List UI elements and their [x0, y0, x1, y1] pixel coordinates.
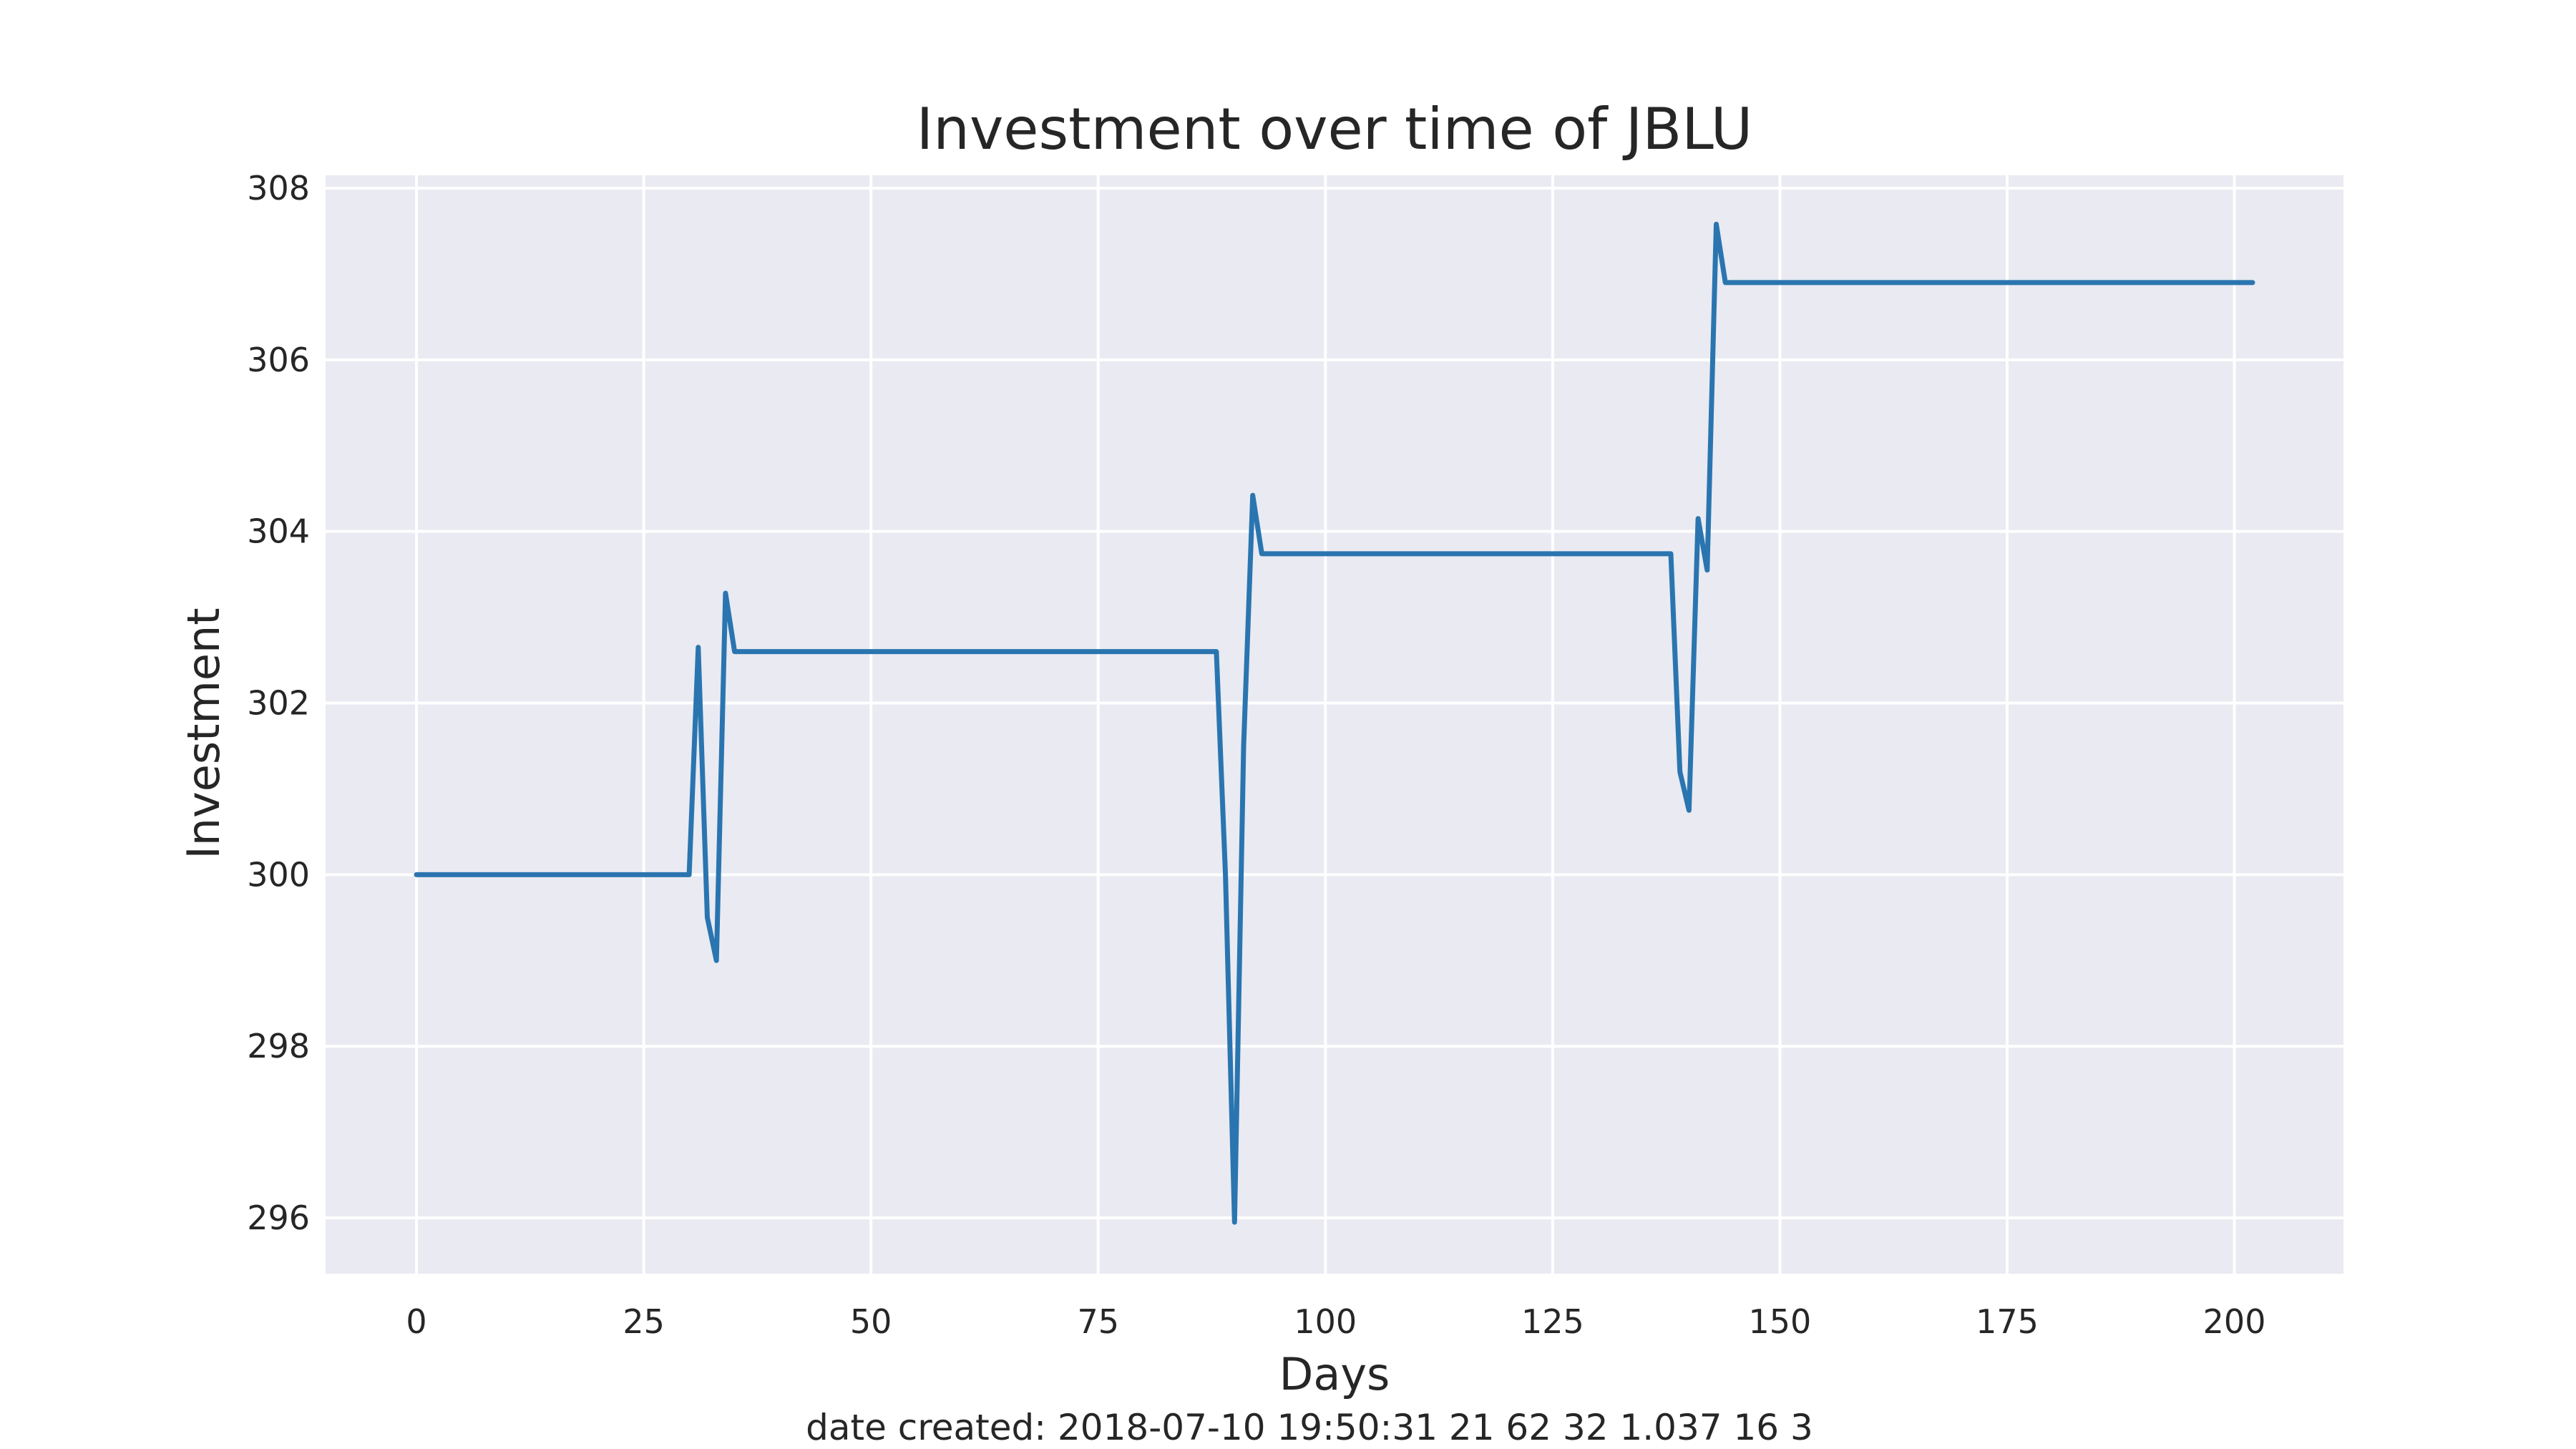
y-tick-label: 302 — [247, 684, 310, 723]
x-tick-label: 100 — [1294, 1302, 1357, 1341]
y-tick-label: 298 — [247, 1027, 310, 1065]
x-tick-label: 0 — [406, 1302, 426, 1341]
x-tick-label: 200 — [2203, 1302, 2266, 1341]
series-line-layer — [414, 221, 2255, 1225]
x-axis-label: Days — [1279, 1348, 1390, 1400]
y-axis-ticks: 296 298 300 302 304 306 308 — [247, 169, 310, 1237]
y-tick-label: 304 — [247, 512, 310, 551]
y-tick-label: 296 — [247, 1199, 310, 1237]
series-line — [414, 221, 2255, 1225]
footnote-text: date created: 2018-07-10 19:50:31 21 62 … — [806, 1407, 1813, 1448]
y-tick-label: 300 — [247, 855, 310, 894]
x-tick-label: 75 — [1077, 1302, 1119, 1341]
x-tick-label: 50 — [850, 1302, 892, 1341]
plot-area — [326, 175, 2343, 1274]
x-axis-ticks: 0 25 50 75 100 125 150 175 200 — [406, 1302, 2265, 1341]
y-axis-label: Investment — [177, 608, 230, 859]
y-tick-label: 308 — [247, 169, 310, 208]
x-tick-label: 125 — [1521, 1302, 1584, 1341]
x-tick-label: 150 — [1749, 1302, 1812, 1341]
x-tick-label: 25 — [623, 1302, 665, 1341]
x-tick-label: 175 — [1976, 1302, 2039, 1341]
y-tick-label: 306 — [247, 341, 310, 379]
chart-title: Investment over time of JBLU — [917, 96, 1753, 162]
